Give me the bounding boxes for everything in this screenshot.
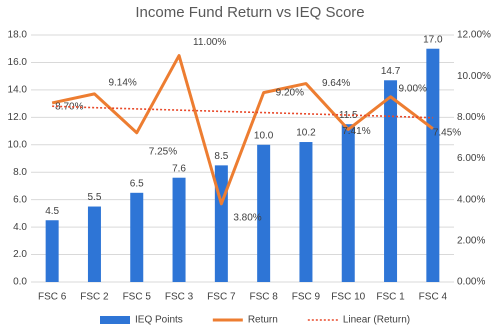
- trendline: [52, 105, 433, 119]
- bar: [426, 48, 440, 282]
- bar-value-label: 7.6: [172, 163, 186, 174]
- bar: [45, 220, 59, 282]
- legend-label: Linear (Return): [343, 315, 410, 326]
- bar-value-label: 8.5: [214, 151, 228, 162]
- y2-tick-label: 0.00%: [457, 277, 485, 288]
- x-tick-label: FSC 6: [38, 292, 67, 303]
- x-tick-label: FSC 1: [376, 292, 405, 303]
- x-tick-label: FSC 8: [249, 292, 278, 303]
- legend-label: Return: [248, 315, 278, 326]
- y-tick-label: 8.0: [13, 167, 27, 178]
- line-value-label: 7.41%: [342, 126, 370, 137]
- bar-value-label: 10.2: [296, 128, 316, 139]
- bar: [130, 192, 144, 282]
- line-value-label: 3.80%: [233, 212, 261, 223]
- bar-value-label: 5.5: [87, 192, 101, 203]
- line-value-label: 9.64%: [322, 78, 350, 89]
- line-value-label: 7.45%: [433, 127, 461, 138]
- y2-tick-label: 8.00%: [457, 112, 485, 123]
- bar: [384, 80, 398, 283]
- bar: [299, 142, 313, 282]
- y-tick-label: 14.0: [8, 85, 28, 96]
- y-tick-label: 12.0: [8, 112, 28, 123]
- x-tick-label: FSC 4: [419, 292, 448, 303]
- bar: [172, 177, 186, 282]
- legend-swatch: [100, 316, 130, 324]
- y2-tick-label: 6.00%: [457, 153, 485, 164]
- y-tick-label: 10.0: [8, 139, 28, 150]
- y-tick-label: 6.0: [13, 194, 27, 205]
- bar: [341, 124, 355, 282]
- x-tick-label: FSC 9: [292, 292, 321, 303]
- x-tick-label: FSC 5: [123, 292, 152, 303]
- y-tick-label: 0.0: [13, 277, 27, 288]
- line-value-label: 7.25%: [149, 146, 177, 157]
- line-value-label: 9.00%: [399, 83, 427, 94]
- legend-label: IEQ Points: [135, 315, 183, 326]
- x-tick-label: FSC 3: [165, 292, 194, 303]
- y-tick-label: 2.0: [13, 249, 27, 260]
- bar-value-label: 10.0: [254, 130, 274, 141]
- y2-tick-label: 10.00%: [457, 71, 491, 82]
- bar-value-label: 17.0: [423, 34, 443, 45]
- line-value-label: 9.14%: [108, 78, 136, 89]
- x-tick-label: FSC 2: [80, 292, 109, 303]
- bar: [257, 144, 271, 282]
- y2-tick-label: 2.00%: [457, 235, 485, 246]
- x-tick-label: FSC 7: [207, 292, 236, 303]
- chart-title: Income Fund Return vs IEQ Score: [135, 4, 364, 21]
- y-tick-label: 4.0: [13, 222, 27, 233]
- line-value-label: 9.20%: [276, 87, 304, 98]
- y-tick-label: 16.0: [8, 57, 28, 68]
- bar-value-label: 14.7: [381, 66, 401, 77]
- return-line: [51, 54, 434, 206]
- bar: [87, 206, 101, 282]
- line-value-label: 11.00%: [193, 37, 226, 48]
- bar-value-label: 4.5: [45, 206, 59, 217]
- y-tick-label: 18.0: [8, 30, 28, 41]
- x-tick-label: FSC 10: [331, 292, 365, 303]
- y2-tick-label: 4.00%: [457, 194, 485, 205]
- y2-tick-label: 12.00%: [457, 30, 491, 41]
- bar-value-label: 6.5: [130, 178, 144, 189]
